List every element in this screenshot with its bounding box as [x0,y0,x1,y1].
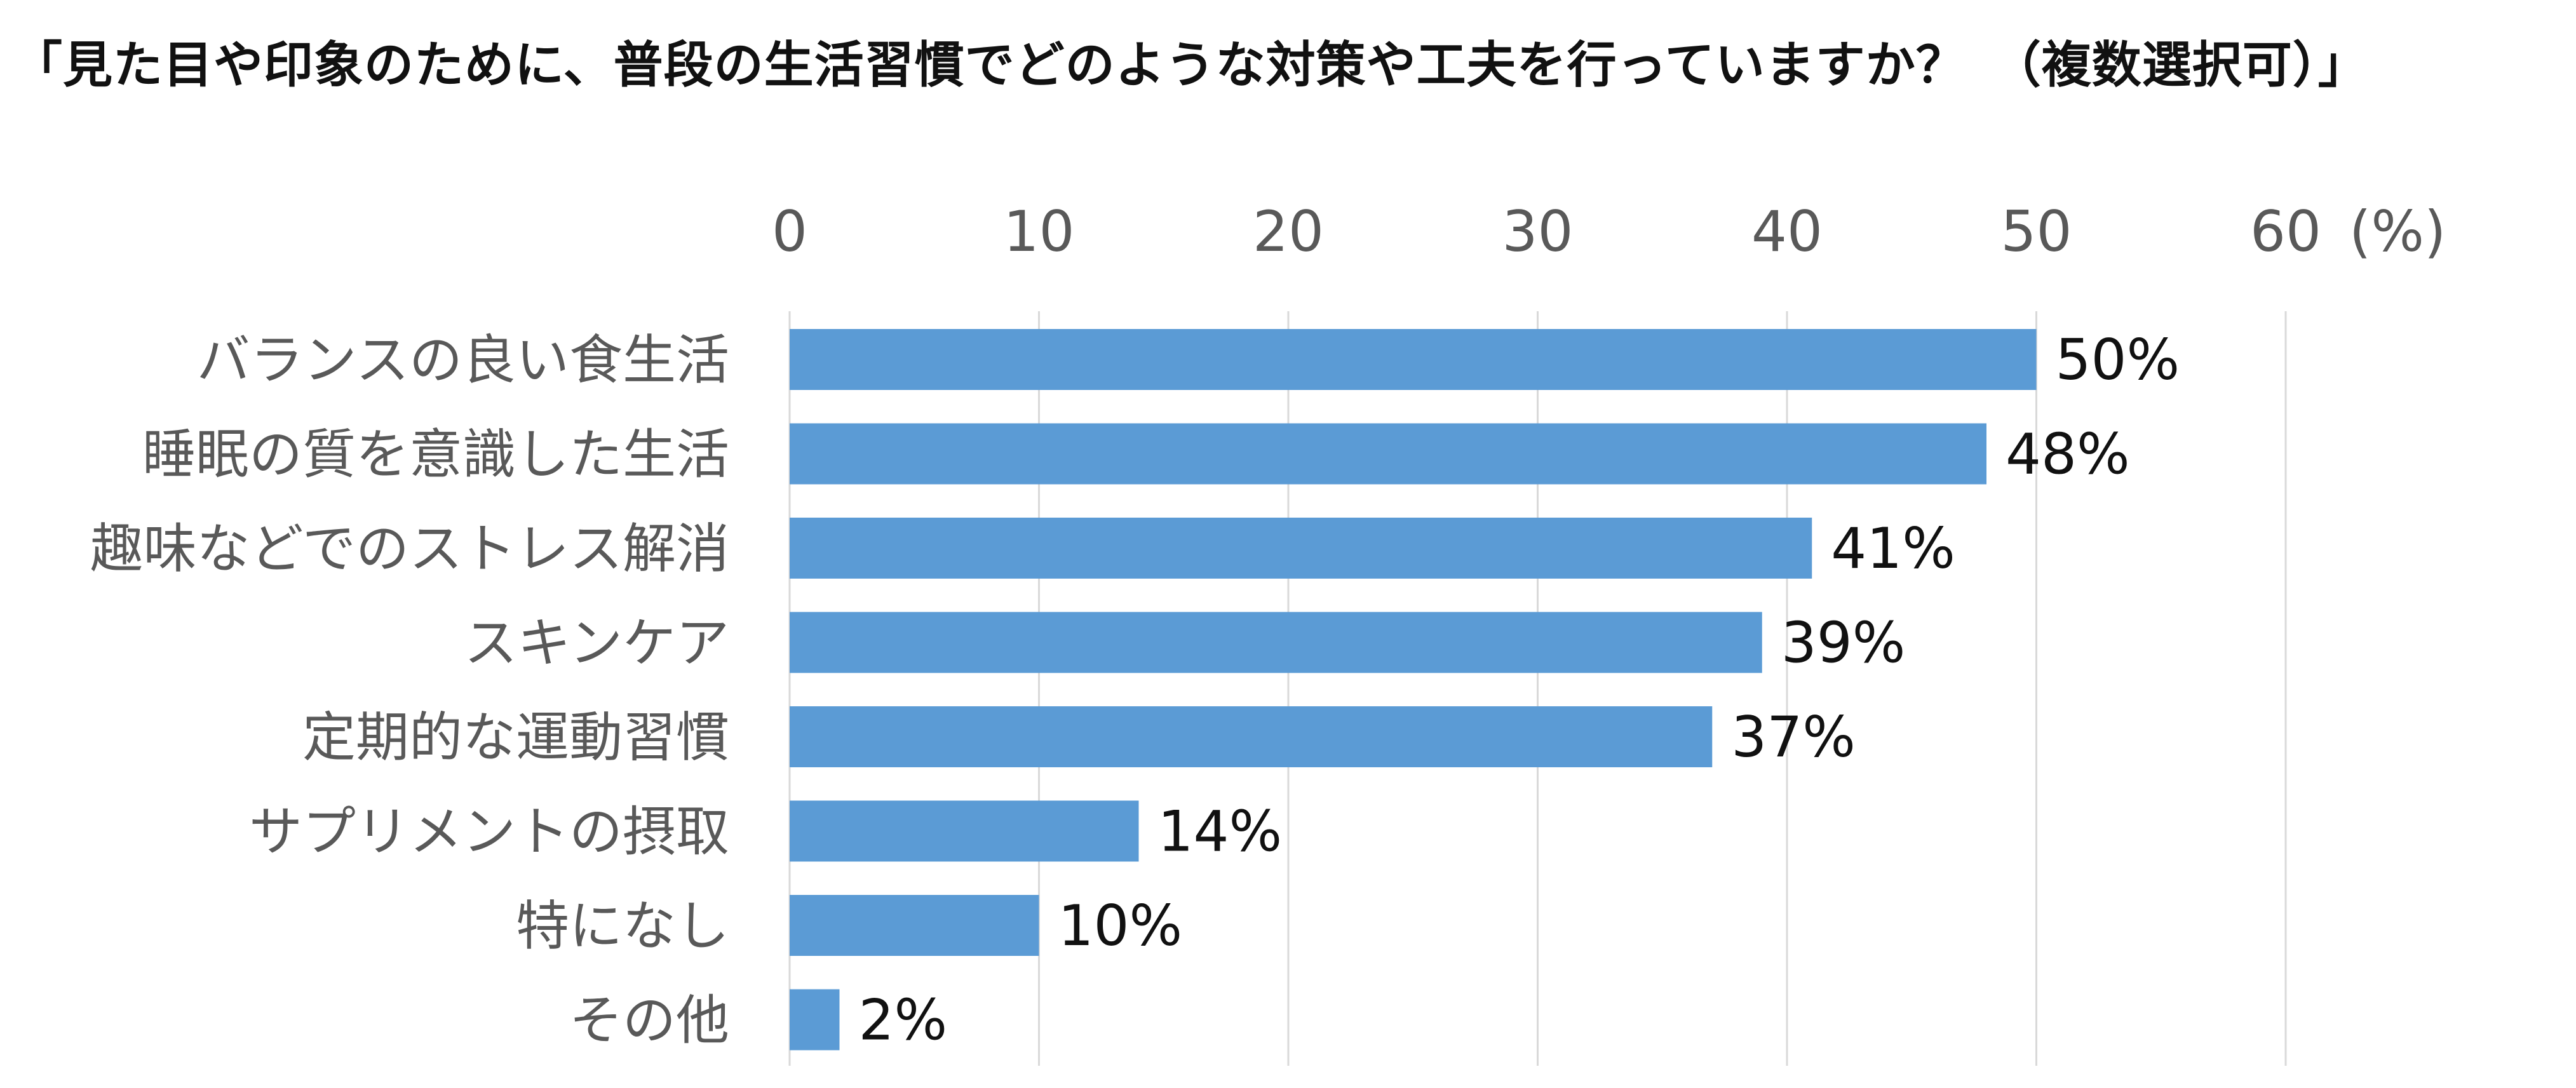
data-label-3: 39% [1781,610,1906,676]
bar-1 [790,423,1986,485]
x-axis: 0 10 20 30 40 50 60 (%) [772,199,2446,264]
x-tick-label-20: 20 [1253,199,1324,264]
bar-7 [790,989,840,1051]
data-labels: 50% 48% 41% 39% 37% 14% 10% 2% [859,327,2180,1053]
category-label-0: バランスの良い食生活 [197,329,729,391]
x-tick-label-0: 0 [772,199,807,264]
bar-2 [790,518,1812,579]
category-label-4: 定期的な運動習慣 [302,706,729,769]
x-tick-label-60: 60 [2250,199,2321,264]
data-label-4: 37% [1731,704,1856,770]
x-tick-label-30: 30 [1502,199,1574,264]
category-label-1: 睡眠の質を意識した生活 [142,424,729,486]
x-tick-label-50: 50 [2001,199,2072,264]
x-tick-label-40: 40 [1751,199,1823,264]
bar-5 [790,800,1139,862]
data-label-6: 10% [1058,893,1183,958]
data-label-5: 14% [1158,799,1283,864]
x-tick-label-10: 10 [1004,199,1075,264]
category-label-3: スキンケア [464,612,729,675]
category-label-6: 特になし [516,895,729,957]
category-label-7: その他 [569,990,729,1052]
bar-4 [790,706,1713,767]
category-label-2: 趣味などでのストレス解消 [90,518,729,580]
chart-title: 「見た目や印象のために、普段の生活習慣でどのような対策や工夫を行っていますか？ … [13,37,2368,94]
bar-6 [790,895,1039,956]
data-label-7: 2% [859,988,948,1053]
bars [790,329,2037,1051]
bar-3 [790,612,1762,673]
data-label-2: 41% [1831,516,1955,581]
category-label-5: サプリメントの摂取 [249,801,729,863]
category-labels: バランスの良い食生活睡眠の質を意識した生活趣味などでのストレス解消スキンケア定期… [90,329,729,1052]
data-label-0: 50% [2056,327,2180,393]
data-label-1: 48% [2006,422,2130,487]
bar-0 [790,329,2037,390]
x-unit-label: (%) [2349,199,2446,264]
